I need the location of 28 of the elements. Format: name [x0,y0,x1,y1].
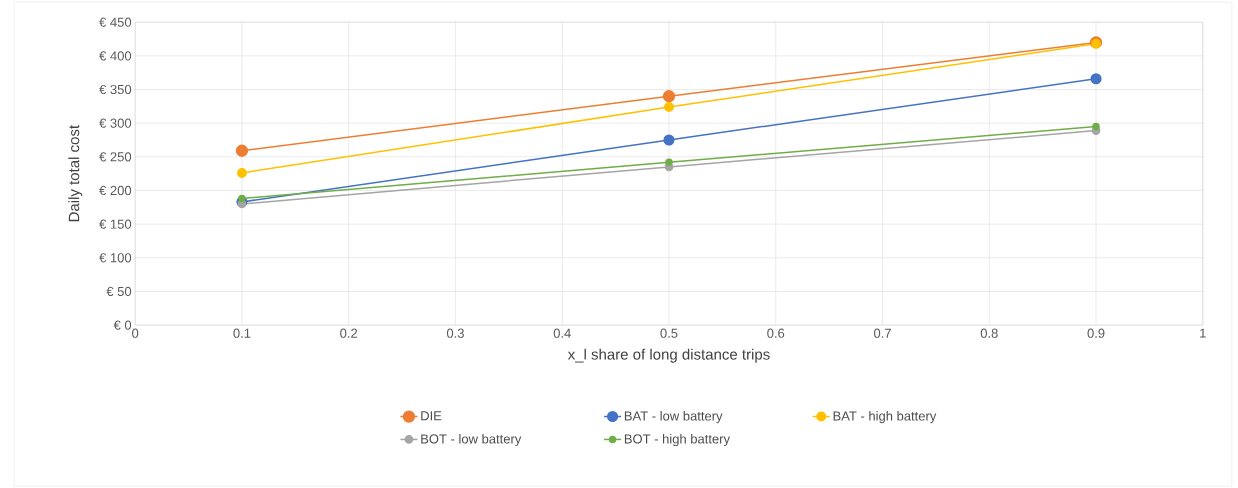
y-tick-label: € 100 [99,253,132,263]
x-tick-label: 0.8 [980,328,998,338]
y-axis-title: Daily total cost [68,124,83,222]
x-tick-label: 0.5 [660,328,678,338]
legend-label: BOT - high battery [624,433,730,446]
y-tick-label: € 300 [99,118,132,128]
y-tick-label: € 250 [99,152,132,162]
x-axis-title: x_l share of long distance trips [567,348,770,363]
x-tick-label: 0.2 [340,328,358,338]
legend-label: BOT - low battery [421,433,522,446]
y-tick-label: € 450 [99,17,132,27]
legend-label: DIE [421,411,442,421]
y-tick-label: € 50 [106,286,132,296]
x-tick-label: 1 [1200,328,1206,338]
legend-label: BAT - high battery [833,410,937,424]
y-tick-label: € 150 [99,219,132,229]
x-tick-label: 0.9 [1087,328,1105,338]
y-tick-label: € 400 [99,51,132,61]
x-tick-label: 0.4 [553,328,571,338]
x-tick-label: 0.7 [873,328,891,338]
y-tick-label: € 350 [99,84,132,94]
y-tick-label: € 0 [113,320,132,330]
x-tick-label: 0.3 [446,328,464,338]
x-tick-label: 0.1 [233,328,251,338]
y-tick-label: € 200 [99,185,132,195]
legend-label: BAT - low battery [624,410,723,424]
x-tick-label: 0 [132,328,139,338]
x-tick-label: 0.6 [767,328,785,338]
